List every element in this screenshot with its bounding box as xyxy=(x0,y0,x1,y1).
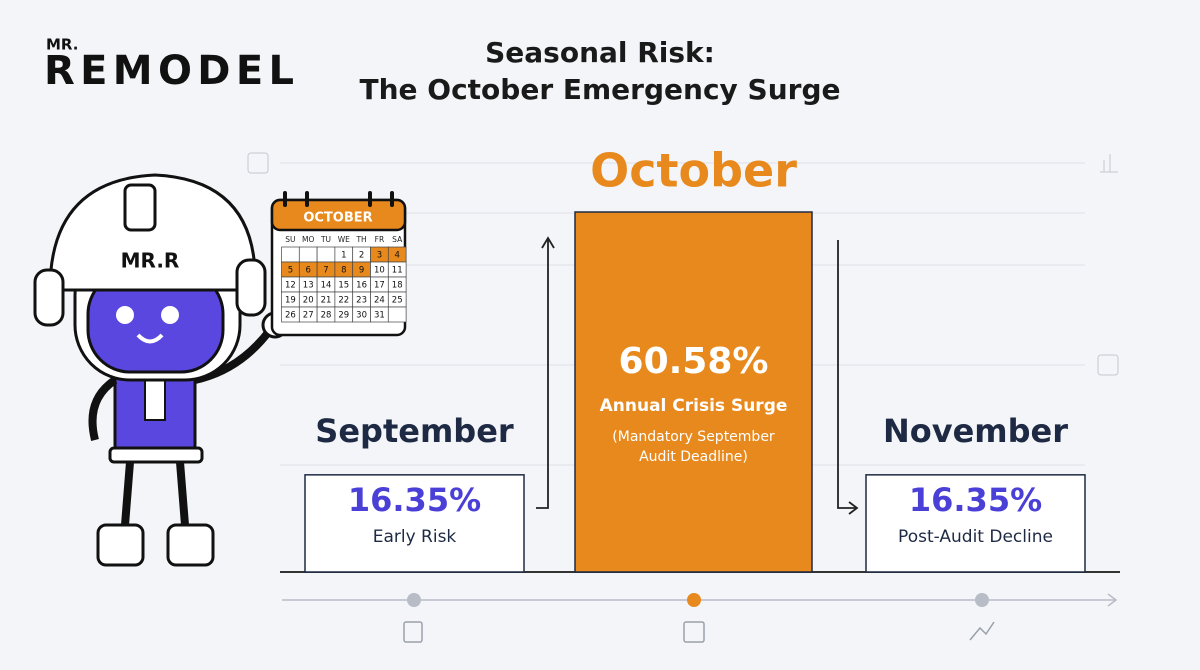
calendar-cell xyxy=(316,246,336,263)
calendar-day: 2 xyxy=(359,251,364,261)
calendar-month: OCTOBER xyxy=(303,211,372,226)
calendar-day: 12 xyxy=(285,281,296,291)
category-label: September xyxy=(315,412,514,450)
calendar-day: 28 xyxy=(321,311,332,321)
weekday-label: FR xyxy=(375,235,385,244)
timeline xyxy=(282,593,1118,643)
logo-main: REMODEL xyxy=(44,48,294,94)
calendar-day: 10 xyxy=(374,266,385,276)
chart-title: The October Emergency Surge xyxy=(360,73,841,106)
calendar-day: 5 xyxy=(288,266,293,276)
chart-title: Seasonal Risk: xyxy=(485,36,715,69)
sublabel: Post-Audit Decline xyxy=(898,527,1053,547)
calendar-day: 18 xyxy=(392,281,403,291)
calendar-day: 8 xyxy=(341,266,346,276)
note: Audit Deadline) xyxy=(639,449,748,465)
calendar-day: 21 xyxy=(321,296,332,306)
bar xyxy=(304,474,525,573)
weekday-label: MO xyxy=(302,235,314,244)
flow-arrows xyxy=(536,236,859,515)
calendar-day: 24 xyxy=(374,296,385,306)
calendar-day: 22 xyxy=(338,296,349,306)
calendar-day: 31 xyxy=(374,311,385,321)
calendar-day: 16 xyxy=(356,281,367,291)
calendar-cell xyxy=(387,306,407,323)
value-label: 16.35% xyxy=(909,481,1042,519)
category-label: October xyxy=(590,144,797,198)
value-label: 60.58% xyxy=(619,341,769,382)
calendar-day: 11 xyxy=(392,266,403,276)
note: (Mandatory September xyxy=(612,429,775,445)
calendar-day: 30 xyxy=(356,311,367,321)
category-label: November xyxy=(883,412,1068,450)
calendar-day: 20 xyxy=(303,296,314,306)
bar xyxy=(574,211,813,573)
bar xyxy=(865,474,1086,573)
weekday-label: SU xyxy=(285,235,295,244)
calendar-day: 13 xyxy=(303,281,314,291)
weekday-label: SA xyxy=(392,235,403,244)
calendar-day: 25 xyxy=(392,296,403,306)
calendar-cell xyxy=(281,246,300,263)
mascot: MR.R xyxy=(33,173,289,567)
calendar-day: 4 xyxy=(394,251,399,261)
calendar-day: 27 xyxy=(303,311,314,321)
calendar-day: 14 xyxy=(321,281,332,291)
calendar-day: 7 xyxy=(323,266,328,276)
value-label: 16.35% xyxy=(348,481,481,519)
weekday-label: TH xyxy=(355,235,366,244)
weekday-label: WE xyxy=(338,235,350,244)
calendar-day: 1 xyxy=(341,251,346,261)
helmet-label: MR.R xyxy=(121,249,180,273)
calendar-day: 15 xyxy=(338,281,349,291)
logo-top: MR. xyxy=(46,36,78,54)
calendar-cell xyxy=(298,246,318,263)
sublabel: Early Risk xyxy=(373,527,457,547)
calendar-day: 23 xyxy=(356,296,367,306)
calendar-day: 3 xyxy=(377,251,382,261)
calendar-day: 19 xyxy=(285,296,296,306)
calendar-day: 17 xyxy=(374,281,385,291)
sublabel: Annual Crisis Surge xyxy=(600,396,788,416)
calendar-day: 6 xyxy=(305,266,310,276)
calendar-day: 26 xyxy=(285,311,296,321)
weekday-label: TU xyxy=(320,235,331,244)
calendar-day: 29 xyxy=(338,311,349,321)
calendar-day: 9 xyxy=(359,266,364,276)
